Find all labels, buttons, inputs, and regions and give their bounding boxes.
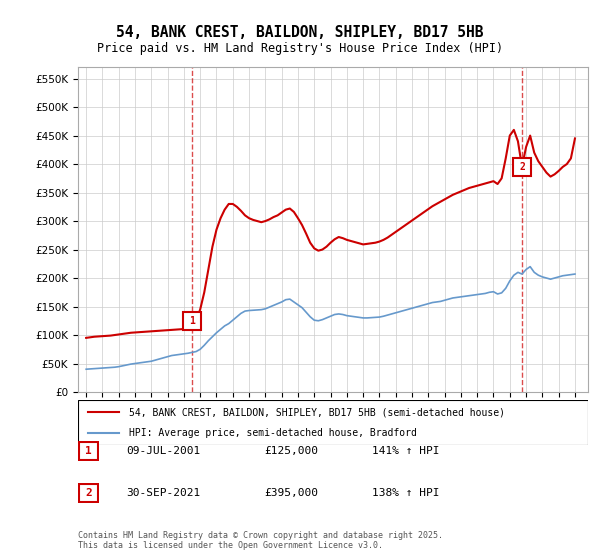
Text: 30-SEP-2021: 30-SEP-2021 — [126, 488, 200, 498]
Text: 2: 2 — [85, 488, 92, 498]
Text: 54, BANK CREST, BAILDON, SHIPLEY, BD17 5HB: 54, BANK CREST, BAILDON, SHIPLEY, BD17 5… — [116, 25, 484, 40]
Text: £125,000: £125,000 — [264, 446, 318, 456]
FancyBboxPatch shape — [78, 400, 588, 445]
FancyBboxPatch shape — [79, 484, 98, 502]
Text: 2: 2 — [519, 162, 525, 172]
Text: Price paid vs. HM Land Registry's House Price Index (HPI): Price paid vs. HM Land Registry's House … — [97, 42, 503, 55]
FancyBboxPatch shape — [79, 442, 98, 460]
Text: 1: 1 — [85, 446, 92, 456]
Text: 141% ↑ HPI: 141% ↑ HPI — [372, 446, 439, 456]
Text: Contains HM Land Registry data © Crown copyright and database right 2025.
This d: Contains HM Land Registry data © Crown c… — [78, 530, 443, 550]
Text: 1: 1 — [190, 316, 196, 326]
Text: £395,000: £395,000 — [264, 488, 318, 498]
Text: HPI: Average price, semi-detached house, Bradford: HPI: Average price, semi-detached house,… — [129, 428, 417, 438]
Text: 138% ↑ HPI: 138% ↑ HPI — [372, 488, 439, 498]
Text: 54, BANK CREST, BAILDON, SHIPLEY, BD17 5HB (semi-detached house): 54, BANK CREST, BAILDON, SHIPLEY, BD17 5… — [129, 408, 505, 418]
Text: 09-JUL-2001: 09-JUL-2001 — [126, 446, 200, 456]
